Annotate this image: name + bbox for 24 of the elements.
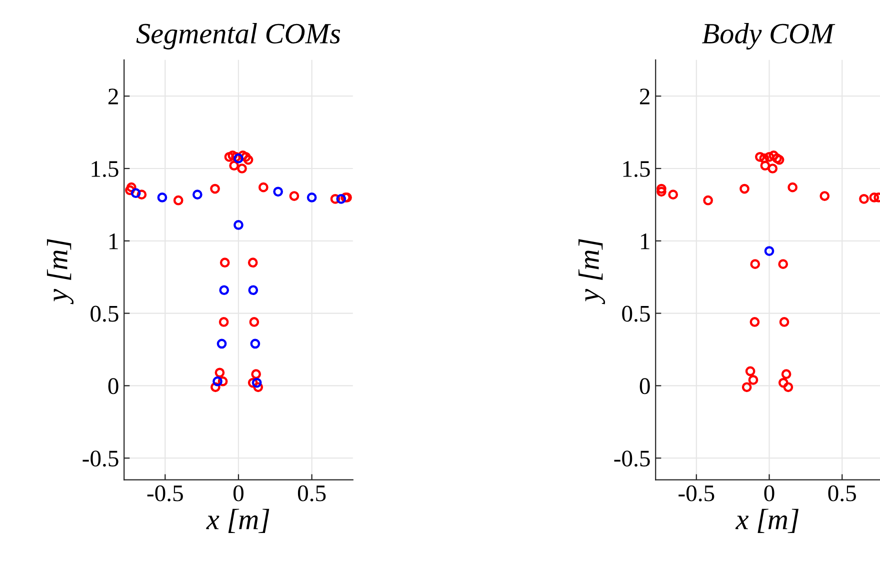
y-tick-label: 1 bbox=[109, 234, 118, 250]
y-tick-label: 0 bbox=[640, 378, 650, 394]
x-axis-title: x [m] bbox=[206, 508, 270, 533]
y-tick-label: 2 bbox=[640, 88, 650, 104]
x-tick-label: 0 bbox=[233, 485, 244, 502]
x-tick-label: 0.5 bbox=[298, 485, 326, 502]
y-axis-title: y [m] bbox=[46, 239, 74, 304]
x-tick-label: -0.5 bbox=[678, 485, 714, 502]
chart-title: Body COM bbox=[702, 23, 836, 50]
y-tick-label: 0 bbox=[108, 378, 118, 394]
x-tick-label: 0.5 bbox=[828, 485, 856, 502]
x-tick-label: 0 bbox=[764, 485, 774, 502]
x-axis-title: x [m] bbox=[735, 508, 798, 533]
y-tick-label: 1.5 bbox=[92, 161, 118, 178]
chart-title: Segmental COMs bbox=[136, 23, 340, 50]
y-tick-label: 0.5 bbox=[90, 306, 118, 322]
x-tick-label: -0.5 bbox=[147, 485, 183, 502]
y-tick-label: -0.5 bbox=[614, 450, 650, 467]
y-tick-label: 1.5 bbox=[623, 161, 650, 178]
y-tick-label: 1 bbox=[641, 234, 650, 250]
y-tick-label: 0.5 bbox=[622, 306, 650, 322]
y-axis-title: y [m] bbox=[578, 239, 606, 304]
y-tick-label: -0.5 bbox=[82, 450, 118, 467]
y-tick-label: 2 bbox=[108, 88, 118, 104]
